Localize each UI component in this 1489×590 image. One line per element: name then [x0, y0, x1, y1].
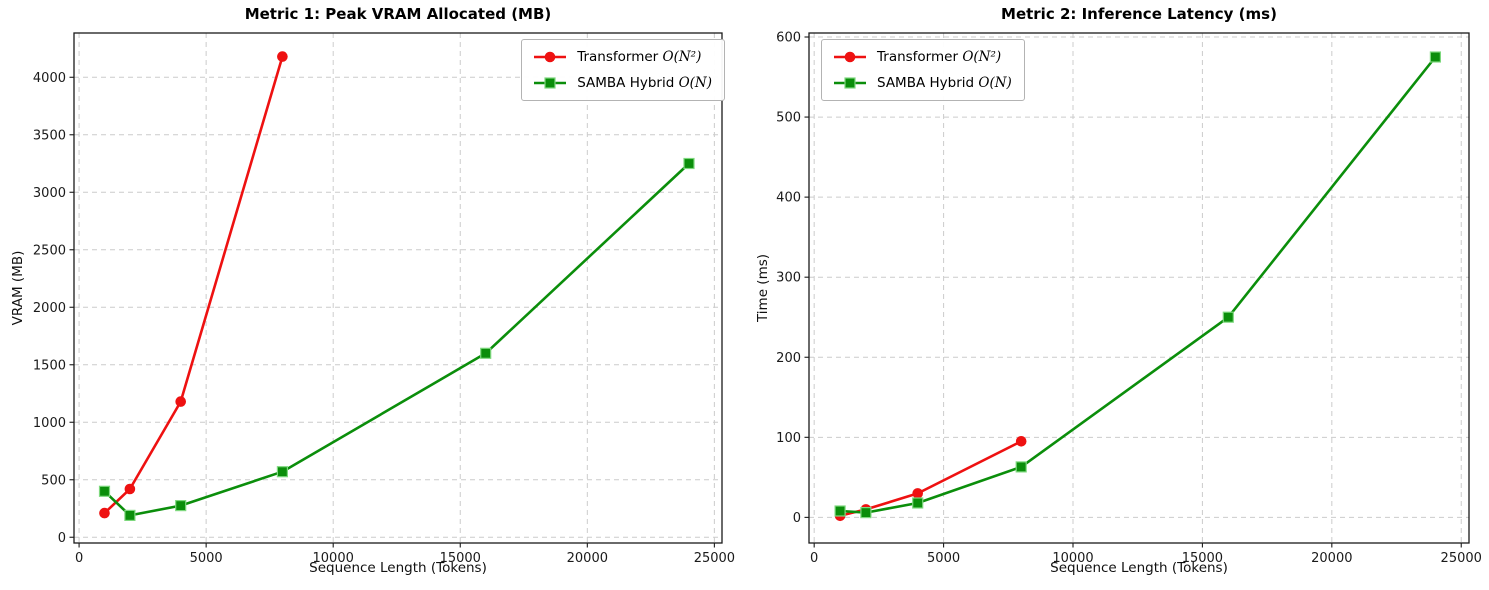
x-tick-label: 5000 [927, 551, 960, 566]
x-tick-label: 15000 [1182, 551, 1223, 566]
x-tick-label: 20000 [567, 551, 608, 566]
plot-border [73, 32, 723, 544]
plot-border [808, 32, 1470, 544]
x-tick-label: 20000 [1311, 551, 1352, 566]
legend-vram: Transformer O(N²) SAMBA Hybrid O(N) [521, 39, 725, 101]
y-tick-label: 0 [58, 531, 66, 546]
data-point-square [1222, 311, 1234, 323]
legend-circle-glyph [844, 51, 856, 63]
y-axis-label-vram: VRAM (MB) [10, 250, 26, 326]
y-axis-label-latency: Time (ms) [755, 253, 771, 323]
legend-item: SAMBA Hybrid O(N) [832, 75, 1012, 91]
x-tick-label: 25000 [694, 551, 735, 566]
y-tick-label: 4000 [33, 71, 66, 86]
y-tick-label: 500 [776, 111, 801, 126]
chart-latency-panel: 0 5000 10000 15000 20000 25000 0 100 200 300 400 50… [745, 0, 1489, 590]
legend-square-marker [834, 77, 866, 89]
legend-circle-marker [534, 51, 567, 63]
data-point-square [1015, 461, 1027, 473]
latency-chart-svg: 0 5000 10000 15000 20000 25000 0 100 200 300 400 50… [776, 31, 1482, 566]
x-tick-label: 0 [75, 551, 83, 566]
data-point-square [480, 347, 492, 359]
y-tick-label: 3500 [33, 128, 66, 143]
data-point-square [98, 485, 111, 497]
x-tick-label: 0 [810, 551, 818, 566]
y-tick-label: 400 [776, 191, 801, 206]
data-point-circle [277, 51, 288, 62]
data-point-circle [99, 507, 110, 519]
y-tick-label: 200 [776, 351, 801, 366]
vram-chart-svg: 0 5000 10000 15000 20000 25000 0 500 1000 1500 200… [33, 32, 735, 566]
legend-circle-glyph [544, 51, 556, 63]
x-tick-label: 10000 [1052, 551, 1093, 566]
legend-square-glyph [844, 77, 856, 89]
legend-item: SAMBA Hybrid O(N) [532, 75, 712, 91]
y-tick-label: 2000 [33, 301, 66, 316]
data-point-square [124, 509, 136, 521]
data-point-circle [912, 488, 923, 499]
x-tick-label: 25000 [1441, 551, 1482, 566]
y-tick-label: 300 [776, 271, 801, 286]
legend-circle-marker [834, 51, 866, 63]
y-tick-label: 100 [776, 431, 801, 446]
data-point-circle [175, 396, 186, 407]
legend-square-glyph [544, 77, 556, 89]
data-point-square [683, 157, 695, 170]
legend-label: Transformer O(N²) [877, 49, 1002, 65]
chart-vram-panel: 0 5000 10000 15000 20000 25000 0 500 1000 1500 200… [0, 0, 744, 590]
data-point-square [276, 466, 288, 478]
y-tick-label: 600 [776, 31, 801, 46]
legend-label: SAMBA Hybrid O(N) [877, 75, 1012, 91]
x-tick-label: 10000 [313, 551, 354, 566]
series-line-square [103, 162, 690, 517]
y-tick-label: 2500 [33, 243, 66, 258]
data-point-square [175, 500, 187, 512]
legend-square-marker [534, 77, 567, 89]
legend-item: Transformer O(N²) [832, 49, 1012, 65]
x-tick-label: 15000 [440, 551, 481, 566]
legend-latency: Transformer O(N²) SAMBA Hybrid O(N) [821, 39, 1025, 101]
legend-item: Transformer O(N²) [532, 49, 712, 65]
x-axis-label-latency: Sequence Length (Tokens) [1050, 560, 1228, 576]
y-tick-label: 0 [793, 511, 801, 526]
legend-label: Transformer O(N²) [577, 49, 702, 65]
x-axis-label-vram: Sequence Length (Tokens) [309, 560, 487, 576]
data-point-square [834, 505, 846, 517]
data-point-circle [1015, 436, 1027, 447]
series-line-square [840, 56, 1437, 514]
data-point-square [1429, 51, 1442, 63]
chart-title-vram: Metric 1: Peak VRAM Allocated (MB) [244, 5, 552, 23]
y-tick-label: 1500 [33, 358, 66, 373]
y-tick-label: 3000 [33, 186, 66, 201]
chart-title-latency: Metric 2: Inference Latency (ms) [1001, 5, 1277, 23]
data-point-square [912, 497, 924, 509]
series-line-circle [103, 56, 284, 515]
y-tick-label: 1000 [33, 416, 66, 431]
x-tick-label: 5000 [190, 551, 223, 566]
y-tick-label: 500 [41, 473, 66, 488]
legend-label: SAMBA Hybrid O(N) [577, 75, 712, 91]
data-point-square [860, 507, 872, 519]
data-point-circle [124, 483, 136, 495]
